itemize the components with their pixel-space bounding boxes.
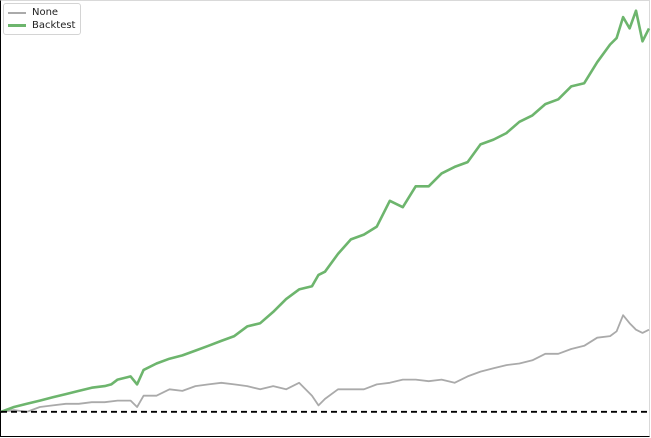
legend-label-none: None	[32, 7, 59, 18]
series-line-backtest	[0, 9, 651, 414]
legend-item-none: None	[8, 6, 75, 19]
legend: None Backtest	[3, 3, 82, 35]
legend-label-backtest: Backtest	[32, 20, 76, 31]
legend-swatch-backtest	[8, 24, 26, 27]
legend-item-backtest: Backtest	[8, 19, 75, 32]
legend-swatch-none	[8, 11, 26, 14]
series-line-none	[0, 314, 650, 413]
